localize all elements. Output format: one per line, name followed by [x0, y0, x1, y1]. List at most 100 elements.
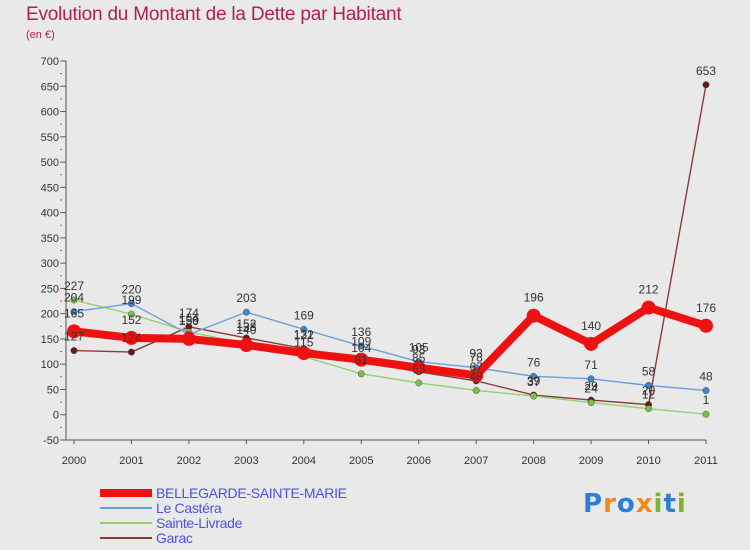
data-label: 152 [121, 313, 141, 327]
y-tick-label: 200 [41, 309, 59, 321]
data-label: 71 [584, 358, 598, 372]
y-tick-label: 100 [41, 359, 59, 371]
data-label: 104 [351, 341, 371, 355]
legend-label-sainte-livrade: Sainte-Livrade [156, 514, 243, 531]
series-line [73, 84, 707, 406]
legend-item-le-castera: Le Castéra [100, 499, 347, 516]
legend-swatch-sainte-livrade [100, 521, 152, 524]
data-label: 81 [355, 353, 369, 367]
data-label: 93 [470, 347, 484, 361]
data-label: 152 [236, 317, 256, 331]
data-point [296, 346, 311, 361]
data-label: 136 [351, 325, 371, 339]
data-label: 127 [64, 330, 84, 344]
data-label: 63 [412, 362, 426, 376]
data-point [702, 410, 710, 418]
data-label: 140 [581, 319, 601, 333]
data-point [300, 325, 308, 333]
chart-subtitle: (en €) [26, 29, 55, 41]
legend-label-bellegarde: BELLEGARDE-SAINTE-MARIE [156, 484, 347, 501]
data-label: 150 [179, 314, 199, 328]
legend-item-garac: Garac [100, 529, 347, 546]
logo-letter: i [653, 489, 664, 519]
data-label: 58 [642, 364, 656, 378]
x-tick-label: 2008 [521, 455, 545, 467]
y-tick-label: 0 [53, 410, 59, 422]
y-tick-label: 600 [41, 107, 59, 119]
data-label: 196 [524, 291, 544, 305]
data-label: 176 [696, 301, 716, 315]
data-label: 1 [703, 393, 710, 407]
data-point [415, 379, 423, 387]
data-label: 140 [236, 323, 256, 337]
data-point [526, 308, 541, 323]
data-label: 76 [527, 355, 541, 369]
y-tick-label: 500 [41, 157, 59, 169]
x-tick-label: 2002 [177, 455, 201, 467]
logo-letter: P [583, 489, 604, 519]
data-label: 115 [294, 336, 313, 350]
logo-letter: i [676, 489, 687, 519]
legend-swatch-bellegarde [100, 488, 152, 497]
series-line [73, 302, 707, 392]
data-label: 174 [179, 306, 199, 320]
x-tick-label: 2009 [579, 455, 603, 467]
y-tick-label: 650 [41, 81, 59, 93]
data-point [354, 352, 369, 367]
data-label: 105 [409, 341, 429, 355]
series-line [70, 303, 710, 380]
data-label: 24 [584, 382, 598, 396]
data-label: 220 [121, 283, 141, 297]
data-point [70, 347, 78, 354]
data-point [587, 399, 595, 407]
data-point [124, 330, 139, 345]
data-point [242, 308, 250, 316]
data-label: 653 [696, 64, 716, 78]
data-point [357, 342, 365, 350]
data-label: 138 [236, 320, 256, 334]
data-point [411, 360, 426, 375]
logo-letter: r [603, 489, 617, 519]
data-label: 12 [642, 388, 656, 402]
data-point [70, 308, 78, 316]
data-point [587, 375, 595, 383]
y-tick-label: 700 [41, 56, 59, 68]
data-point [699, 318, 713, 333]
data-point [530, 392, 538, 400]
data-label: 227 [64, 279, 84, 293]
data-point [645, 382, 652, 389]
data-point [584, 336, 599, 351]
legend-item-bellegarde: BELLEGARDE-SAINTE-MARIE [100, 484, 347, 501]
y-tick-label: 350 [41, 233, 59, 245]
data-point [128, 300, 135, 307]
legend: BELLEGARDE-SAINTE-MARIE Le Castéra Saint… [100, 484, 347, 546]
data-label: 203 [236, 291, 256, 305]
data-point [357, 370, 365, 378]
data-point [128, 348, 135, 356]
data-point [128, 310, 135, 318]
data-label: 67 [470, 360, 484, 374]
proxiti-logo: Proxiti [583, 489, 687, 519]
data-point [70, 296, 78, 304]
data-point [472, 387, 480, 394]
data-label: 20 [642, 384, 656, 398]
data-label: 109 [351, 335, 371, 349]
legend-label-le-castera: Le Castéra [156, 499, 222, 516]
x-tick-label: 2001 [119, 455, 143, 467]
data-label: 78 [470, 350, 484, 364]
data-label: 48 [470, 369, 484, 383]
x-tick-label: 2003 [234, 455, 258, 467]
data-label: 85 [412, 351, 426, 365]
data-point [67, 324, 81, 339]
x-tick-label: 2006 [406, 455, 430, 467]
legend-label-garac: Garac [156, 529, 193, 546]
x-tick-label: 2004 [292, 455, 316, 467]
data-point [702, 81, 710, 89]
data-point [530, 372, 538, 380]
chart-title: Evolution du Montant de la Dette par Hab… [26, 4, 402, 25]
data-label: 212 [639, 283, 659, 297]
logo-letter: t [663, 489, 677, 519]
legend-swatch-le-castera [100, 506, 152, 509]
data-point [239, 337, 254, 352]
